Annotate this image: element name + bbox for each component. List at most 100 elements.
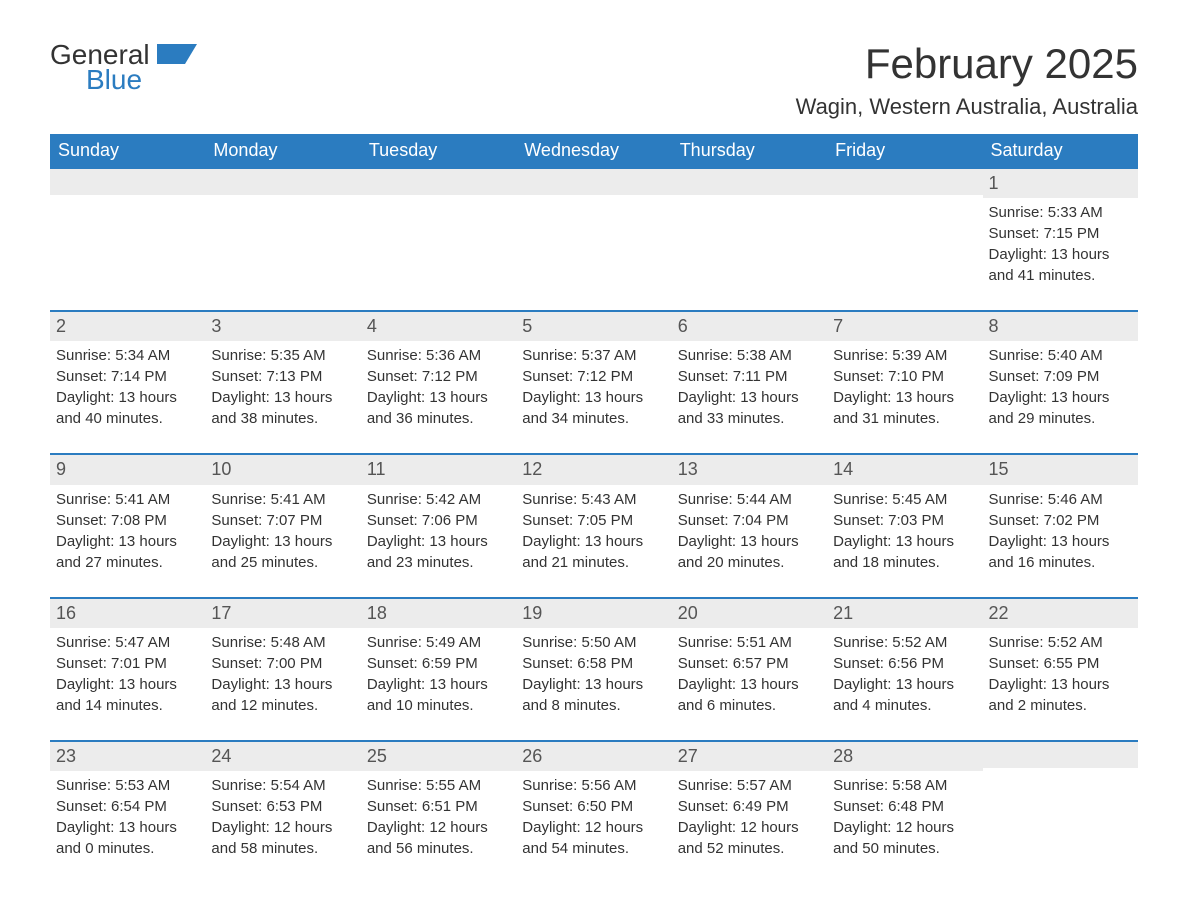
sunset-text: Sunset: 7:10 PM (833, 366, 976, 387)
sunset-text: Sunset: 7:13 PM (211, 366, 354, 387)
calendar-empty-cell (672, 168, 827, 311)
sunset-text: Sunset: 7:14 PM (56, 366, 199, 387)
sunset-text: Sunset: 6:50 PM (522, 796, 665, 817)
sunrise-text: Sunrise: 5:34 AM (56, 345, 199, 366)
daylight-text: Daylight: 13 hours and 27 minutes. (56, 531, 199, 573)
calendar-week-row: 23Sunrise: 5:53 AMSunset: 6:54 PMDayligh… (50, 741, 1138, 883)
daylight-text: Daylight: 13 hours and 34 minutes. (522, 387, 665, 429)
sunrise-text: Sunrise: 5:42 AM (367, 489, 510, 510)
sunset-text: Sunset: 6:57 PM (678, 653, 821, 674)
weekday-header: Tuesday (361, 134, 516, 168)
sunset-text: Sunset: 7:02 PM (989, 510, 1132, 531)
day-number: 20 (672, 599, 827, 628)
calendar-day-cell: 16Sunrise: 5:47 AMSunset: 7:01 PMDayligh… (50, 598, 205, 741)
daylight-text: Daylight: 13 hours and 21 minutes. (522, 531, 665, 573)
daylight-text: Daylight: 13 hours and 16 minutes. (989, 531, 1132, 573)
sunrise-text: Sunrise: 5:46 AM (989, 489, 1132, 510)
day-number: 15 (983, 455, 1138, 484)
weekday-header-row: SundayMondayTuesdayWednesdayThursdayFrid… (50, 134, 1138, 168)
calendar-day-cell: 18Sunrise: 5:49 AMSunset: 6:59 PMDayligh… (361, 598, 516, 741)
calendar-day-cell: 6Sunrise: 5:38 AMSunset: 7:11 PMDaylight… (672, 311, 827, 454)
calendar-day-cell: 28Sunrise: 5:58 AMSunset: 6:48 PMDayligh… (827, 741, 982, 883)
sunset-text: Sunset: 7:15 PM (989, 223, 1132, 244)
day-number: 19 (516, 599, 671, 628)
logo-flag-icon (157, 40, 197, 64)
calendar-day-cell: 27Sunrise: 5:57 AMSunset: 6:49 PMDayligh… (672, 741, 827, 883)
day-number: 13 (672, 455, 827, 484)
daylight-text: Daylight: 13 hours and 38 minutes. (211, 387, 354, 429)
sunrise-text: Sunrise: 5:57 AM (678, 775, 821, 796)
title-block: February 2025 Wagin, Western Australia, … (796, 40, 1138, 120)
daylight-text: Daylight: 12 hours and 56 minutes. (367, 817, 510, 859)
sunset-text: Sunset: 7:11 PM (678, 366, 821, 387)
daylight-text: Daylight: 13 hours and 4 minutes. (833, 674, 976, 716)
day-number: 7 (827, 312, 982, 341)
weekday-header: Monday (205, 134, 360, 168)
daylight-text: Daylight: 12 hours and 50 minutes. (833, 817, 976, 859)
sunrise-text: Sunrise: 5:58 AM (833, 775, 976, 796)
calendar-day-cell: 14Sunrise: 5:45 AMSunset: 7:03 PMDayligh… (827, 454, 982, 597)
calendar-day-cell: 1 Sunrise: 5:33 AMSunset: 7:15 PMDaylight… (983, 168, 1138, 311)
sunset-text: Sunset: 7:00 PM (211, 653, 354, 674)
sunrise-text: Sunrise: 5:55 AM (367, 775, 510, 796)
calendar-day-cell: 8Sunrise: 5:40 AMSunset: 7:09 PMDaylight… (983, 311, 1138, 454)
sunset-text: Sunset: 6:58 PM (522, 653, 665, 674)
daylight-text: Daylight: 13 hours and 41 minutes. (989, 244, 1132, 286)
sunrise-text: Sunrise: 5:39 AM (833, 345, 976, 366)
calendar-empty-cell (205, 168, 360, 311)
daylight-text: Daylight: 12 hours and 58 minutes. (211, 817, 354, 859)
sunrise-text: Sunrise: 5:50 AM (522, 632, 665, 653)
calendar-day-cell: 20 Sunrise: 5:51 AMSunset: 6:57 PMDayligh… (672, 598, 827, 741)
calendar-day-cell: 11Sunrise: 5:42 AMSunset: 7:06 PMDayligh… (361, 454, 516, 597)
day-number: 26 (516, 742, 671, 771)
sunset-text: Sunset: 6:55 PM (989, 653, 1132, 674)
sunrise-text: Sunrise: 5:36 AM (367, 345, 510, 366)
daylight-text: Daylight: 13 hours and 31 minutes. (833, 387, 976, 429)
day-number: 10 (205, 455, 360, 484)
sunrise-text: Sunrise: 5:51 AM (678, 632, 821, 653)
calendar-day-cell: 17 Sunrise: 5:48 AMSunset: 7:00 PMDayligh… (205, 598, 360, 741)
sunrise-text: Sunrise: 5:48 AM (211, 632, 354, 653)
day-number: 9 (50, 455, 205, 484)
calendar-day-cell: 23Sunrise: 5:53 AMSunset: 6:54 PMDayligh… (50, 741, 205, 883)
daylight-text: Daylight: 13 hours and 0 minutes. (56, 817, 199, 859)
day-number: 6 (672, 312, 827, 341)
daylight-text: Daylight: 13 hours and 36 minutes. (367, 387, 510, 429)
calendar-week-row: 2Sunrise: 5:34 AMSunset: 7:14 PMDaylight… (50, 311, 1138, 454)
sunrise-text: Sunrise: 5:52 AM (833, 632, 976, 653)
day-number: 28 (827, 742, 982, 771)
calendar-day-cell: 3 Sunrise: 5:35 AMSunset: 7:13 PMDaylight… (205, 311, 360, 454)
sunrise-text: Sunrise: 5:38 AM (678, 345, 821, 366)
daylight-text: Daylight: 13 hours and 8 minutes. (522, 674, 665, 716)
calendar-day-cell: 15 Sunrise: 5:46 AMSunset: 7:02 PMDayligh… (983, 454, 1138, 597)
month-title: February 2025 (796, 40, 1138, 88)
day-number: 24 (205, 742, 360, 771)
calendar-day-cell: 2 Sunrise: 5:34 AMSunset: 7:14 PMDaylight… (50, 311, 205, 454)
calendar-day-cell: 21Sunrise: 5:52 AMSunset: 6:56 PMDayligh… (827, 598, 982, 741)
sunset-text: Sunset: 7:07 PM (211, 510, 354, 531)
day-number: 14 (827, 455, 982, 484)
day-number: 11 (361, 455, 516, 484)
calendar-week-row: 16Sunrise: 5:47 AMSunset: 7:01 PMDayligh… (50, 598, 1138, 741)
daylight-text: Daylight: 13 hours and 12 minutes. (211, 674, 354, 716)
sunrise-text: Sunrise: 5:53 AM (56, 775, 199, 796)
daylight-text: Daylight: 13 hours and 40 minutes. (56, 387, 199, 429)
daylight-text: Daylight: 12 hours and 52 minutes. (678, 817, 821, 859)
daylight-text: Daylight: 13 hours and 23 minutes. (367, 531, 510, 573)
sunrise-text: Sunrise: 5:49 AM (367, 632, 510, 653)
sunset-text: Sunset: 7:12 PM (367, 366, 510, 387)
sunrise-text: Sunrise: 5:35 AM (211, 345, 354, 366)
sunrise-text: Sunrise: 5:54 AM (211, 775, 354, 796)
day-number: 12 (516, 455, 671, 484)
day-number: 17 (205, 599, 360, 628)
sunrise-text: Sunrise: 5:37 AM (522, 345, 665, 366)
sunrise-text: Sunrise: 5:47 AM (56, 632, 199, 653)
calendar-day-cell: 13Sunrise: 5:44 AMSunset: 7:04 PMDayligh… (672, 454, 827, 597)
day-number: 3 (205, 312, 360, 341)
day-number: 1 (983, 169, 1138, 198)
daylight-text: Daylight: 13 hours and 18 minutes. (833, 531, 976, 573)
sunrise-text: Sunrise: 5:33 AM (989, 202, 1132, 223)
day-number: 2 (50, 312, 205, 341)
daylight-text: Daylight: 13 hours and 6 minutes. (678, 674, 821, 716)
sunrise-text: Sunrise: 5:52 AM (989, 632, 1132, 653)
